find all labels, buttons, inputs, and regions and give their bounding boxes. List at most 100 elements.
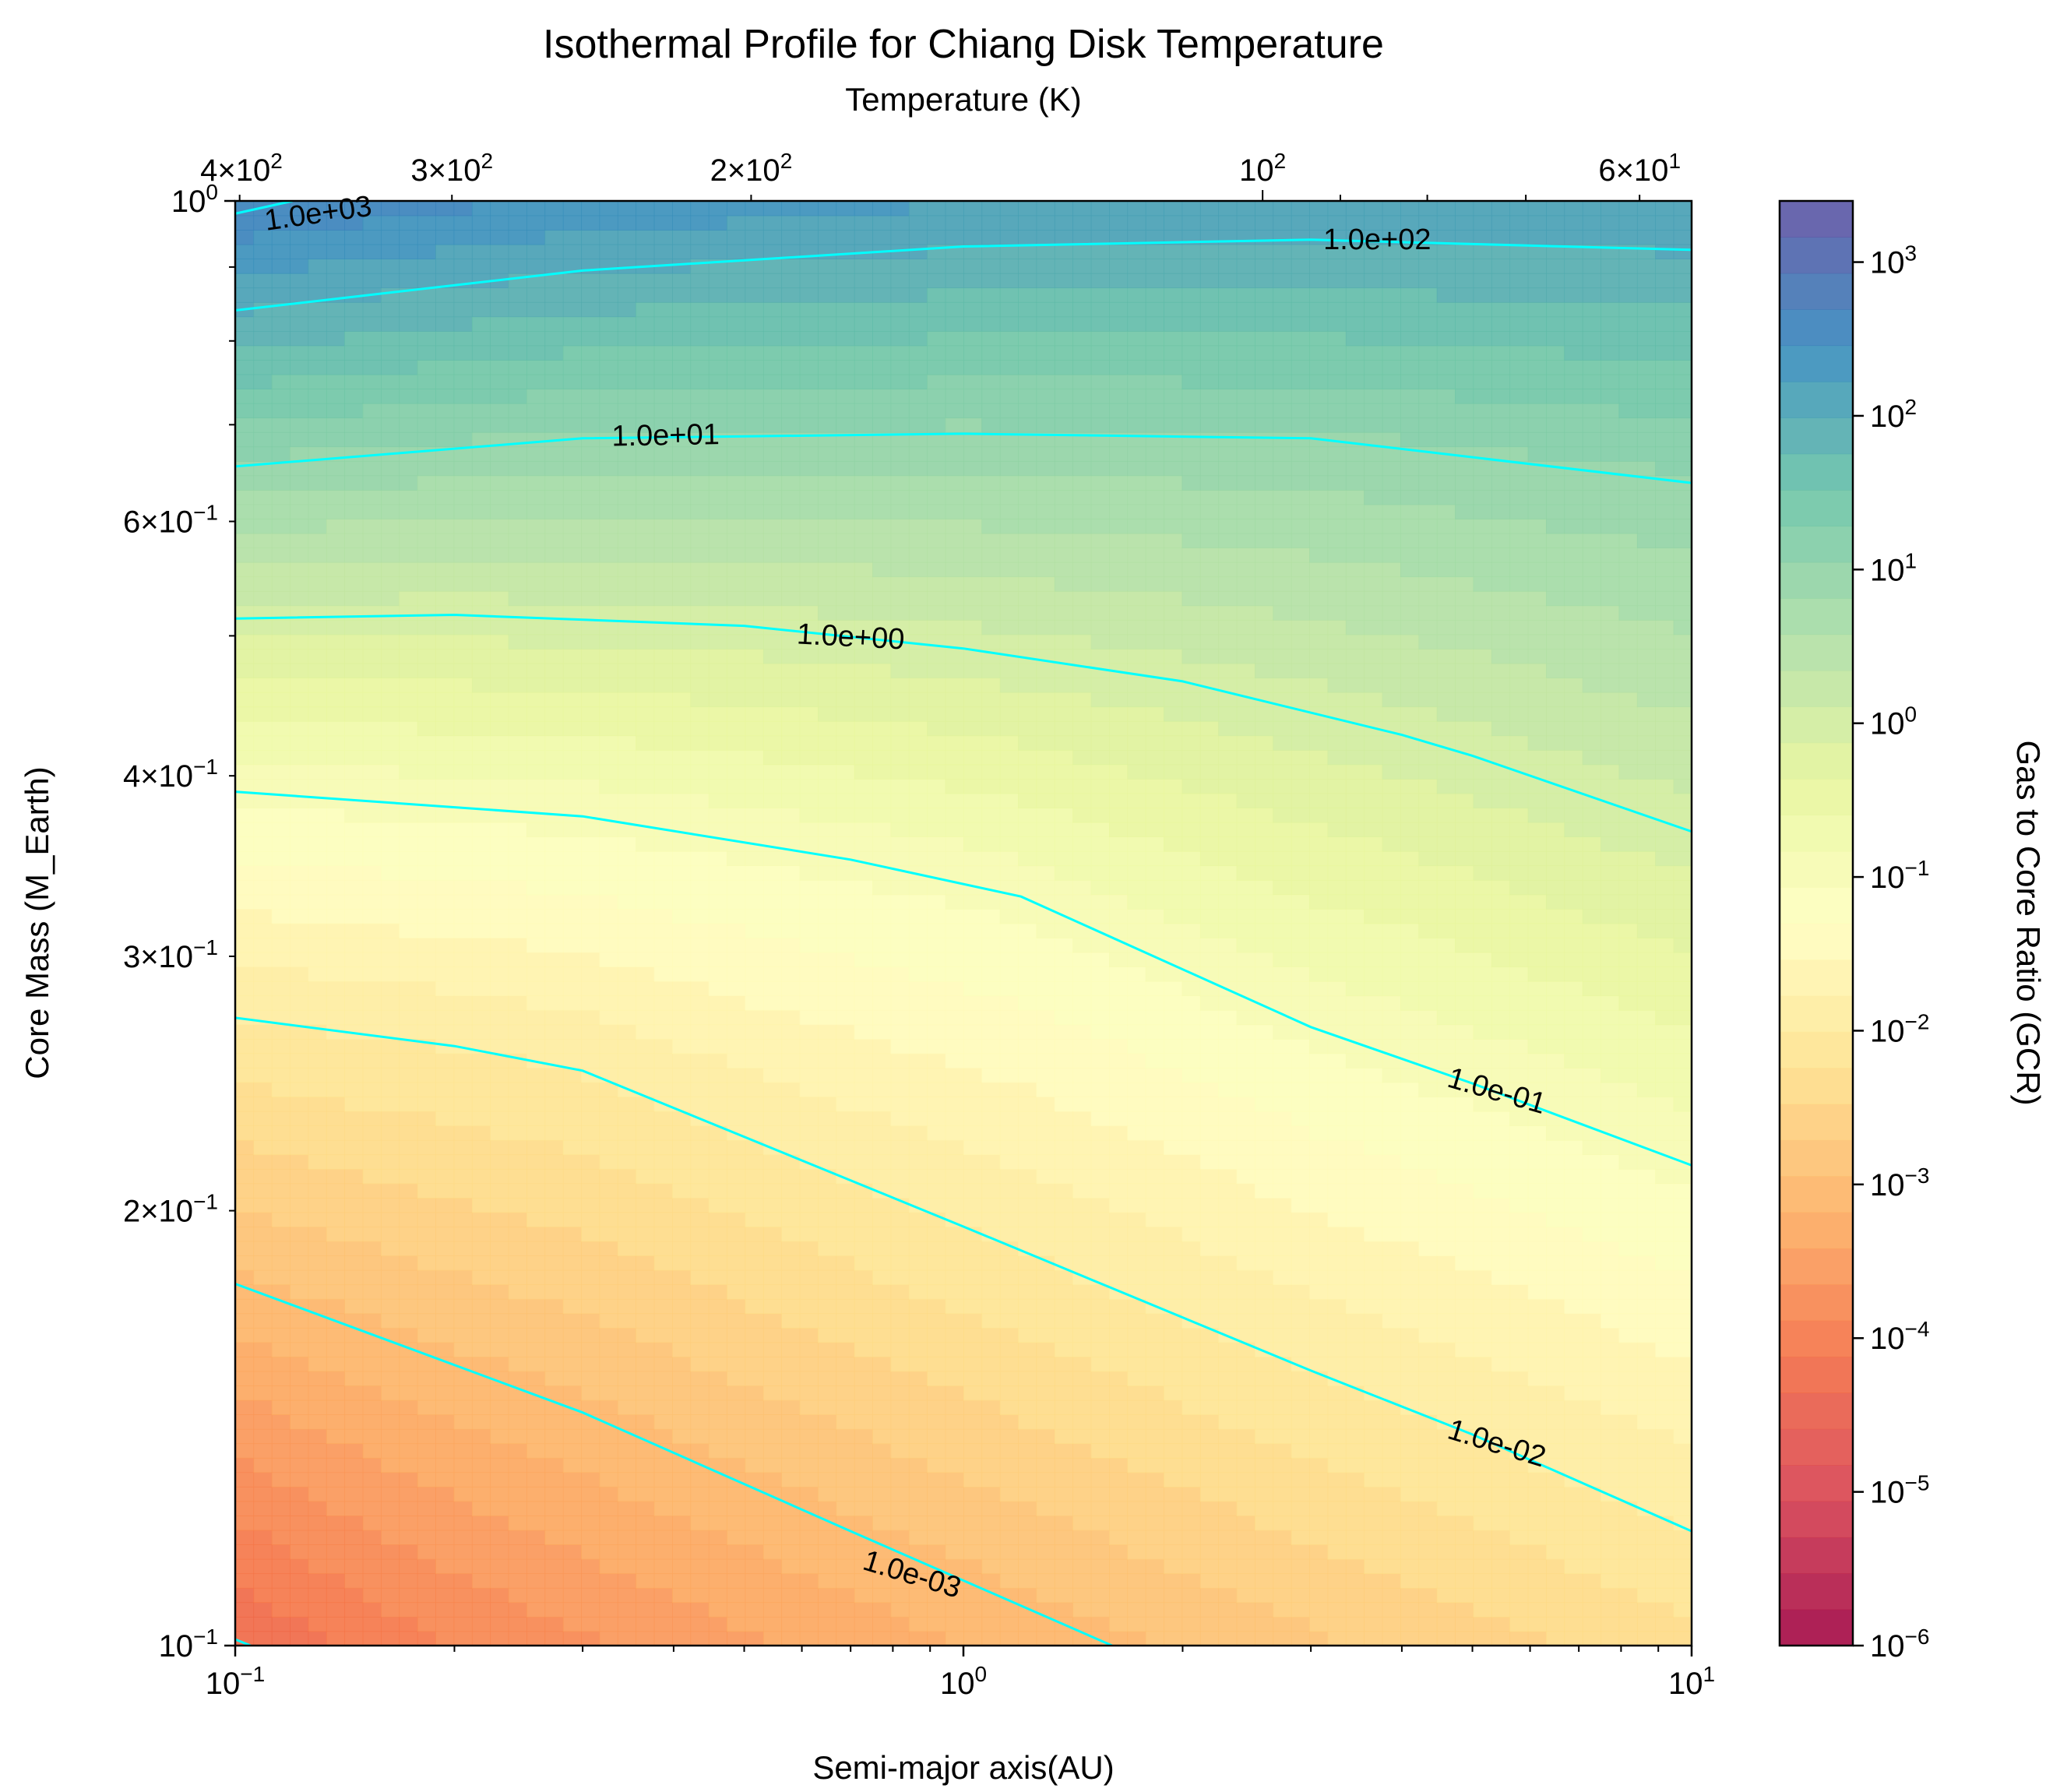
contour-fill-cell <box>781 908 801 924</box>
contour-fill-cell <box>326 215 346 231</box>
contour-fill-cell <box>290 547 309 563</box>
contour-fill-cell <box>781 1428 801 1445</box>
contour-fill-cell <box>963 1154 983 1170</box>
contour-fill-cell <box>872 1486 892 1502</box>
contour-fill-cell <box>762 446 783 462</box>
contour-fill-cell <box>617 1298 637 1315</box>
contour-fill-cell <box>599 590 618 607</box>
contour-fill-cell <box>636 735 655 751</box>
contour-fill-cell <box>490 547 509 563</box>
contour-fill-cell <box>490 1399 509 1415</box>
contour-fill-cell <box>1072 879 1092 896</box>
contour-fill-cell <box>708 793 727 808</box>
contour-fill-cell <box>508 1516 527 1531</box>
contour-fill-cell <box>999 836 1019 852</box>
contour-fill-cell <box>235 952 255 967</box>
contour-fill-cell <box>562 894 582 910</box>
contour-fill-cell <box>999 301 1019 318</box>
contour-fill-cell <box>308 1428 327 1445</box>
contour-fill-cell <box>1109 1544 1129 1560</box>
contour-fill-cell <box>690 1255 710 1271</box>
contour-fill-cell <box>636 779 655 794</box>
contour-fill-cell <box>836 1443 855 1459</box>
contour-fill-cell <box>963 1212 983 1227</box>
contour-fill-cell <box>290 1631 309 1646</box>
contour-fill-cell <box>762 980 783 997</box>
contour-fill-cell <box>745 1428 764 1445</box>
contour-fill-cell <box>653 446 673 462</box>
contour-fill-cell <box>435 1139 455 1156</box>
contour-fill-cell <box>490 735 509 751</box>
contour-fill-cell <box>599 259 618 274</box>
contour-fill-cell <box>1036 1587 1055 1604</box>
contour-fill-cell <box>471 1457 491 1473</box>
contour-fill-cell <box>581 1125 600 1141</box>
contour-fill-cell <box>1127 287 1146 303</box>
contour-fill-cell <box>854 345 873 361</box>
contour-fill-cell <box>399 403 418 419</box>
contour-fill-cell <box>672 1097 692 1112</box>
contour-fill-cell <box>945 822 964 837</box>
contour-fill-cell <box>508 822 527 837</box>
contour-fill-cell <box>981 1530 1001 1545</box>
contour-fill-cell <box>1018 952 1037 967</box>
contour-fill-cell <box>417 1530 436 1545</box>
contour-fill-cell <box>308 374 327 389</box>
contour-fill-cell <box>908 850 928 867</box>
contour-fill-cell <box>981 1516 1001 1531</box>
contour-fill-cell <box>544 1168 564 1185</box>
contour-fill-cell <box>636 1139 655 1156</box>
contour-fill-cell <box>271 1486 291 1502</box>
contour-fill-cell <box>1036 938 1055 953</box>
contour-fill-cell <box>453 966 473 982</box>
contour-fill-cell <box>562 966 582 982</box>
contour-fill-cell <box>927 764 946 780</box>
contour-fill-cell <box>1018 1183 1037 1199</box>
contour-fill-cell <box>1054 1385 1074 1401</box>
contour-fill-cell <box>290 808 309 823</box>
contour-fill-cell <box>1036 808 1055 823</box>
contour-fill-cell <box>253 865 273 881</box>
contour-fill-cell <box>727 1457 746 1473</box>
contour-fill-cell <box>818 1558 837 1575</box>
contour-fill-cell <box>908 879 928 896</box>
contour-fill-cell <box>581 779 600 794</box>
contour-fill-cell <box>1072 1139 1092 1156</box>
contour-fill-cell <box>927 1616 946 1632</box>
contour-fill-cell <box>1127 417 1146 433</box>
contour-fill-cell <box>617 1269 637 1286</box>
contour-fill-cell <box>690 1414 710 1430</box>
contour-fill-cell <box>344 215 364 231</box>
contour-fill-cell <box>435 1168 455 1185</box>
contour-fill-cell <box>1036 273 1055 289</box>
contour-fill-cell <box>381 1516 400 1531</box>
contour-fill-cell <box>1036 490 1055 505</box>
contour-fill-cell <box>1090 389 1110 404</box>
contour-fill-cell <box>435 779 455 794</box>
contour-fill-cell <box>253 1428 273 1445</box>
contour-fill-cell <box>562 446 582 462</box>
contour-fill-cell <box>399 1212 418 1227</box>
contour-fill-cell <box>435 1486 455 1502</box>
contour-fill-cell <box>908 1139 928 1156</box>
contour-fill-cell <box>290 1227 309 1242</box>
contour-fill-cell <box>708 1544 727 1560</box>
contour-fill-cell <box>890 1255 910 1271</box>
contour-fill-cell <box>636 720 655 737</box>
contour-fill-cell <box>854 1168 873 1185</box>
contour-fill-cell <box>1018 923 1037 938</box>
contour-fill-cell <box>326 1573 346 1589</box>
contour-fill-cell <box>581 201 600 217</box>
contour-fill-cell <box>1109 1241 1129 1256</box>
contour-fill-cell <box>253 894 273 910</box>
contour-fill-cell <box>908 1068 928 1083</box>
contour-fill-cell <box>708 1009 727 1026</box>
contour-fill-cell <box>799 1616 819 1632</box>
contour-fill-cell <box>690 605 710 621</box>
contour-fill-cell <box>471 475 491 491</box>
contour-fill-cell <box>727 301 746 318</box>
contour-fill-cell <box>617 995 637 1011</box>
contour-fill-cell <box>344 1472 364 1487</box>
contour-fill-cell <box>1090 460 1110 477</box>
